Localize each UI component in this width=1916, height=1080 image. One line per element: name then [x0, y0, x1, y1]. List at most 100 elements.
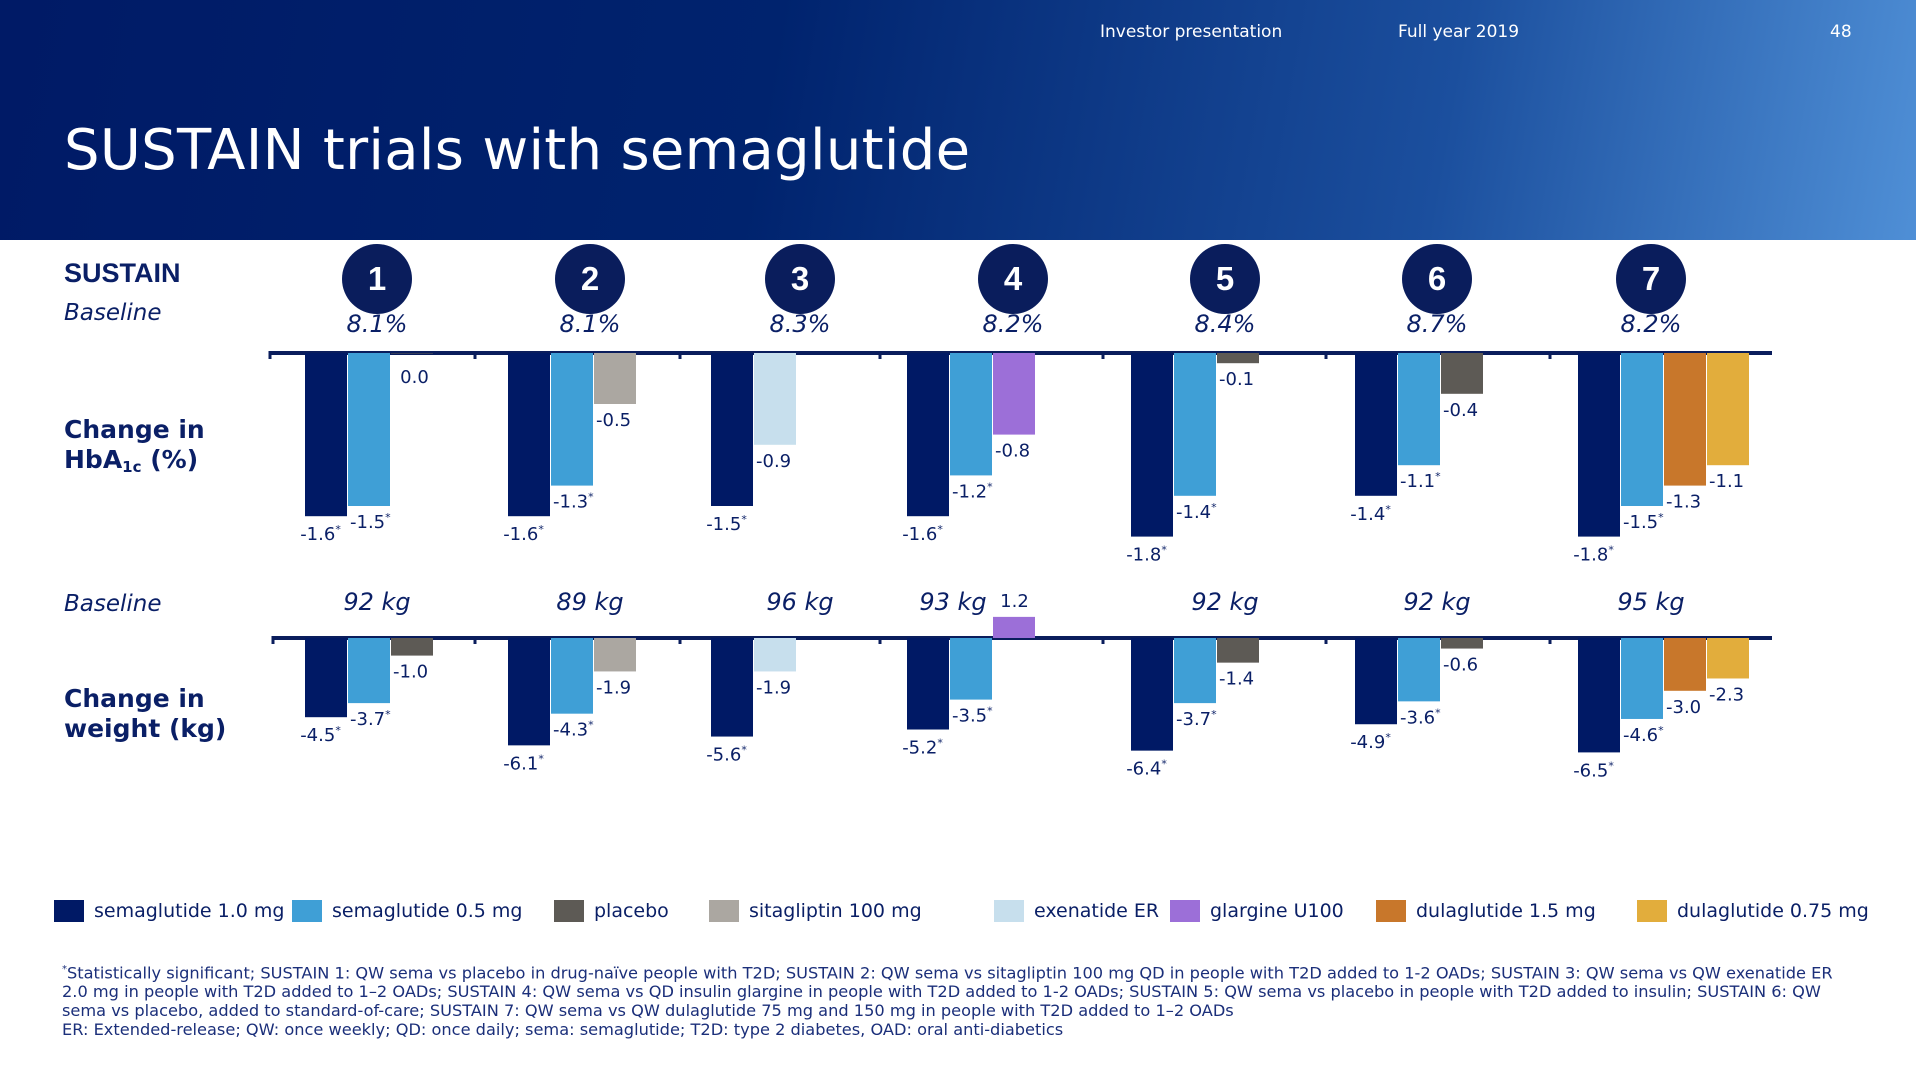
bar-sitagliptin	[594, 353, 636, 404]
trial-badge-6	[1402, 244, 1472, 314]
bar-value-label: -0.4	[1443, 400, 1478, 421]
bar-sema_1_0	[305, 638, 347, 718]
baseline-value: 8.1%	[560, 310, 621, 338]
bar-value-label: -3.0	[1666, 697, 1701, 718]
bar-value-label: -1.4*	[1350, 503, 1391, 525]
legend-swatch	[554, 900, 584, 922]
bar-value-label: -3.7*	[1176, 708, 1217, 730]
bar-sema_1_0	[508, 353, 550, 517]
bar-value-label: -0.9	[756, 451, 791, 472]
legend-label: glargine U100	[1210, 900, 1344, 922]
bar-sema_0_5	[551, 638, 593, 714]
trial-number: 1	[368, 260, 386, 297]
legend-label: placebo	[594, 900, 669, 922]
title-banner: Investor presentation Full year 2019 48 …	[0, 0, 1916, 240]
footnote: *Statistically significant; SUSTAIN 1: Q…	[62, 960, 1862, 1039]
bar-placebo	[1441, 353, 1483, 394]
legend-label: exenatide ER	[1034, 900, 1160, 922]
footnote-line1: *Statistically significant; SUSTAIN 1: Q…	[62, 960, 1862, 1020]
trial-badge-1	[342, 244, 412, 314]
legend: semaglutide 1.0 mg semaglutide 0.5 mg plac…	[54, 896, 1874, 926]
bar-exenatide	[754, 638, 796, 672]
legend-swatch	[709, 900, 739, 922]
footnote-line2: ER: Extended-release; QW: once weekly; Q…	[62, 1020, 1064, 1040]
legend-item-dulaglutide_0_75: dulaglutide 0.75 mg	[1637, 896, 1869, 926]
bar-value-label: -1.6*	[300, 523, 341, 545]
hba1c-suffix: (%)	[142, 445, 199, 474]
baseline-value: 89 kg	[556, 588, 623, 616]
hba1c-plot: 8.1% -1.6* -1.5* 0.0 8.1% -1.6* -1.3* -0.5 8.3% -…	[268, 310, 1772, 566]
baseline-value: 93 kg	[919, 588, 986, 616]
page-number: 48	[1830, 22, 1852, 42]
bar-value-label: -5.6*	[706, 744, 747, 766]
bar-sitagliptin	[594, 638, 636, 672]
bar-value-label: -1.4	[1219, 669, 1254, 690]
bar-sema_0_5	[348, 353, 390, 506]
bar-value-label: -1.1	[1709, 471, 1744, 492]
bar-placebo	[1217, 638, 1259, 663]
bar-sema_1_0	[305, 353, 347, 517]
trial-badge-3	[765, 244, 835, 314]
page-title: SUSTAIN trials with semaglutide	[64, 118, 971, 183]
bar-sema_0_5	[950, 638, 992, 700]
bar-sema_0_5	[1174, 638, 1216, 704]
bar-sema_1_0	[1131, 353, 1173, 537]
bar-sema_1_0	[508, 638, 550, 746]
trial-badge-4	[978, 244, 1048, 314]
weight-baseline-label: Baseline	[64, 591, 162, 617]
legend-label: dulaglutide 0.75 mg	[1677, 900, 1869, 922]
legend-item-dulaglutide_1_5: dulaglutide 1.5 mg	[1376, 896, 1596, 926]
bar-value-label: -1.8*	[1573, 544, 1614, 566]
baseline-value: 95 kg	[1617, 588, 1684, 616]
bar-value-label: -5.2*	[902, 737, 943, 759]
bar-value-label: -1.5*	[350, 511, 391, 533]
bar-sema_1_0	[1355, 353, 1397, 496]
bar-value-label: -3.5*	[952, 705, 993, 727]
bar-placebo	[1217, 353, 1259, 364]
footnote-text: Statistically significant; SUSTAIN 1: QW…	[62, 963, 1833, 1021]
bar-value-label: -6.4*	[1126, 758, 1167, 780]
bar-value-label: -1.4*	[1176, 501, 1217, 523]
bar-sema_1_0	[711, 353, 753, 506]
bar-value-label: 1.2	[1000, 591, 1029, 612]
legend-item-sema_0_5: semaglutide 0.5 mg	[292, 896, 522, 926]
weight-row-label-line2: weight (kg)	[64, 714, 226, 743]
bar-sema_0_5	[1398, 353, 1440, 466]
hba1c-prefix: HbA	[64, 445, 123, 474]
footnote-star: *	[62, 964, 67, 975]
bar-value-label: -1.6*	[902, 523, 943, 545]
trial-badges: 1 2 3 4 5 6 7	[342, 244, 1686, 314]
legend-label: sitagliptin 100 mg	[749, 900, 922, 922]
bar-sema_1_0	[907, 353, 949, 517]
trial-badge-5	[1190, 244, 1260, 314]
legend-label: semaglutide 1.0 mg	[94, 900, 285, 922]
bar-value-label: -0.1	[1219, 369, 1254, 390]
trial-number: 5	[1216, 260, 1234, 297]
bar-value-label: -1.9	[756, 677, 791, 698]
bar-exenatide	[754, 353, 796, 445]
row-labels: SUSTAIN Baseline Change in HbA1c (%) Bas…	[64, 258, 226, 743]
legend-swatch	[292, 900, 322, 922]
bar-value-label: -1.2*	[952, 480, 993, 502]
bar-sema_1_0	[1578, 638, 1620, 753]
legend-swatch	[1170, 900, 1200, 922]
bar-placebo	[1441, 638, 1483, 649]
bar-value-label: -1.5*	[1623, 511, 1664, 533]
bar-value-label: -2.3	[1709, 684, 1744, 705]
bar-glargine	[993, 353, 1035, 435]
trial-number: 4	[1004, 260, 1023, 297]
bar-value-label: -1.6*	[503, 523, 544, 545]
baseline-value: 92 kg	[1191, 588, 1258, 616]
bar-value-label: 0.0	[400, 367, 429, 388]
baseline-value: 92 kg	[1403, 588, 1470, 616]
bar-sema_0_5	[348, 638, 390, 704]
sustain-chart: SUSTAIN Baseline Change in HbA1c (%) Bas…	[64, 244, 1772, 781]
trial-number: 6	[1428, 260, 1446, 297]
bar-value-label: -6.1*	[503, 752, 544, 774]
weight-row-label-line1: Change in	[64, 684, 205, 713]
legend-item-sema_1_0: semaglutide 1.0 mg	[54, 896, 284, 926]
bar-placebo	[391, 353, 433, 354]
bar-sema_1_0	[711, 638, 753, 737]
bar-dulaglutide_0_75	[1707, 638, 1749, 679]
legend-item-glargine: glargine U100	[1170, 896, 1344, 926]
